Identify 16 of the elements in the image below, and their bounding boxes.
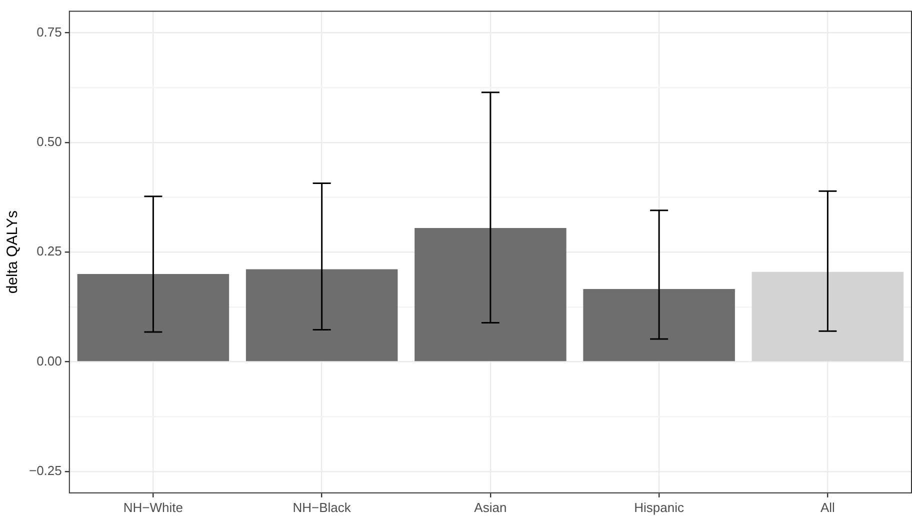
bar — [246, 269, 398, 362]
y-axis-title: delta QALYs — [4, 210, 22, 294]
y-tick-label: −0.25 — [28, 463, 62, 478]
bar — [77, 274, 230, 362]
text: 0.00 — [36, 353, 62, 368]
x-tick-label: NH−Black — [292, 500, 352, 515]
bar — [583, 288, 735, 362]
y-tick-label: 0.25 — [36, 244, 62, 259]
y-tick-label: 0.75 — [36, 24, 62, 40]
bar — [752, 272, 904, 362]
x-tick-label: NH−White — [123, 500, 184, 515]
y-tick-label: 0.50 — [36, 134, 62, 149]
x-tick-label: Hispanic — [634, 500, 684, 515]
x-tick-label: Asian — [474, 500, 507, 515]
bar — [414, 228, 566, 362]
x-tick-label: All — [820, 500, 836, 515]
